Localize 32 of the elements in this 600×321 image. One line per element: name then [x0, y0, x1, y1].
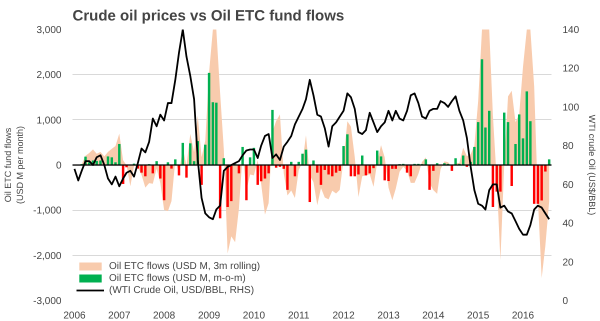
y2-tick-label: 100 — [562, 102, 580, 114]
x-tick-label: 2010 — [242, 310, 266, 321]
y2-tick-label: 20 — [562, 257, 574, 268]
legend-label: Oil ETC flows (USD M, m-o-m) — [109, 272, 246, 284]
y-tick-label: 1,000 — [36, 115, 62, 126]
x-tick-label: 2012 — [332, 310, 356, 321]
y-tick-label: -3,000 — [33, 296, 62, 307]
x-tick-label: 2006 — [63, 310, 86, 321]
x-tick-label: 2011 — [288, 310, 310, 321]
y2-axis-title: WTI crude Oil (US$/BBL) — [587, 114, 598, 216]
y-tick-label: 0 — [56, 160, 62, 172]
x-tick-label: 2008 — [153, 310, 176, 321]
y-tick-label: 2,000 — [36, 70, 62, 82]
x-tick-label: 2015 — [467, 310, 490, 321]
legend-label: (WTI Crude Oil, USD/BBL, RHS) — [109, 284, 254, 296]
y-tick-label: -2,000 — [33, 250, 62, 262]
x-tick-label: 2013 — [377, 310, 400, 321]
x-tick-label: 2007 — [108, 310, 131, 321]
y2-tick-label: 0 — [562, 296, 568, 307]
y2-tick-label: 120 — [562, 64, 580, 75]
y-tick-label: 3,000 — [36, 25, 62, 36]
y-tick-label: -1,000 — [33, 206, 62, 217]
x-tick-label: 2009 — [198, 310, 221, 321]
y2-tick-label: 60 — [562, 180, 574, 191]
y-axis-title: Oil ETC fund flows (USD M per month) — [3, 126, 26, 204]
legend-label: Oil ETC flows (USD M, 3m rolling) — [109, 260, 260, 272]
y2-tick-label: 80 — [562, 141, 574, 152]
y2-tick-label: 40 — [562, 218, 574, 230]
y2-tick-label: 140 — [562, 25, 580, 36]
x-tick-label: 2014 — [422, 310, 445, 321]
x-tick-label: 2016 — [512, 310, 535, 321]
chart-title: Crude oil prices vs Oil ETC fund flows — [72, 8, 344, 24]
